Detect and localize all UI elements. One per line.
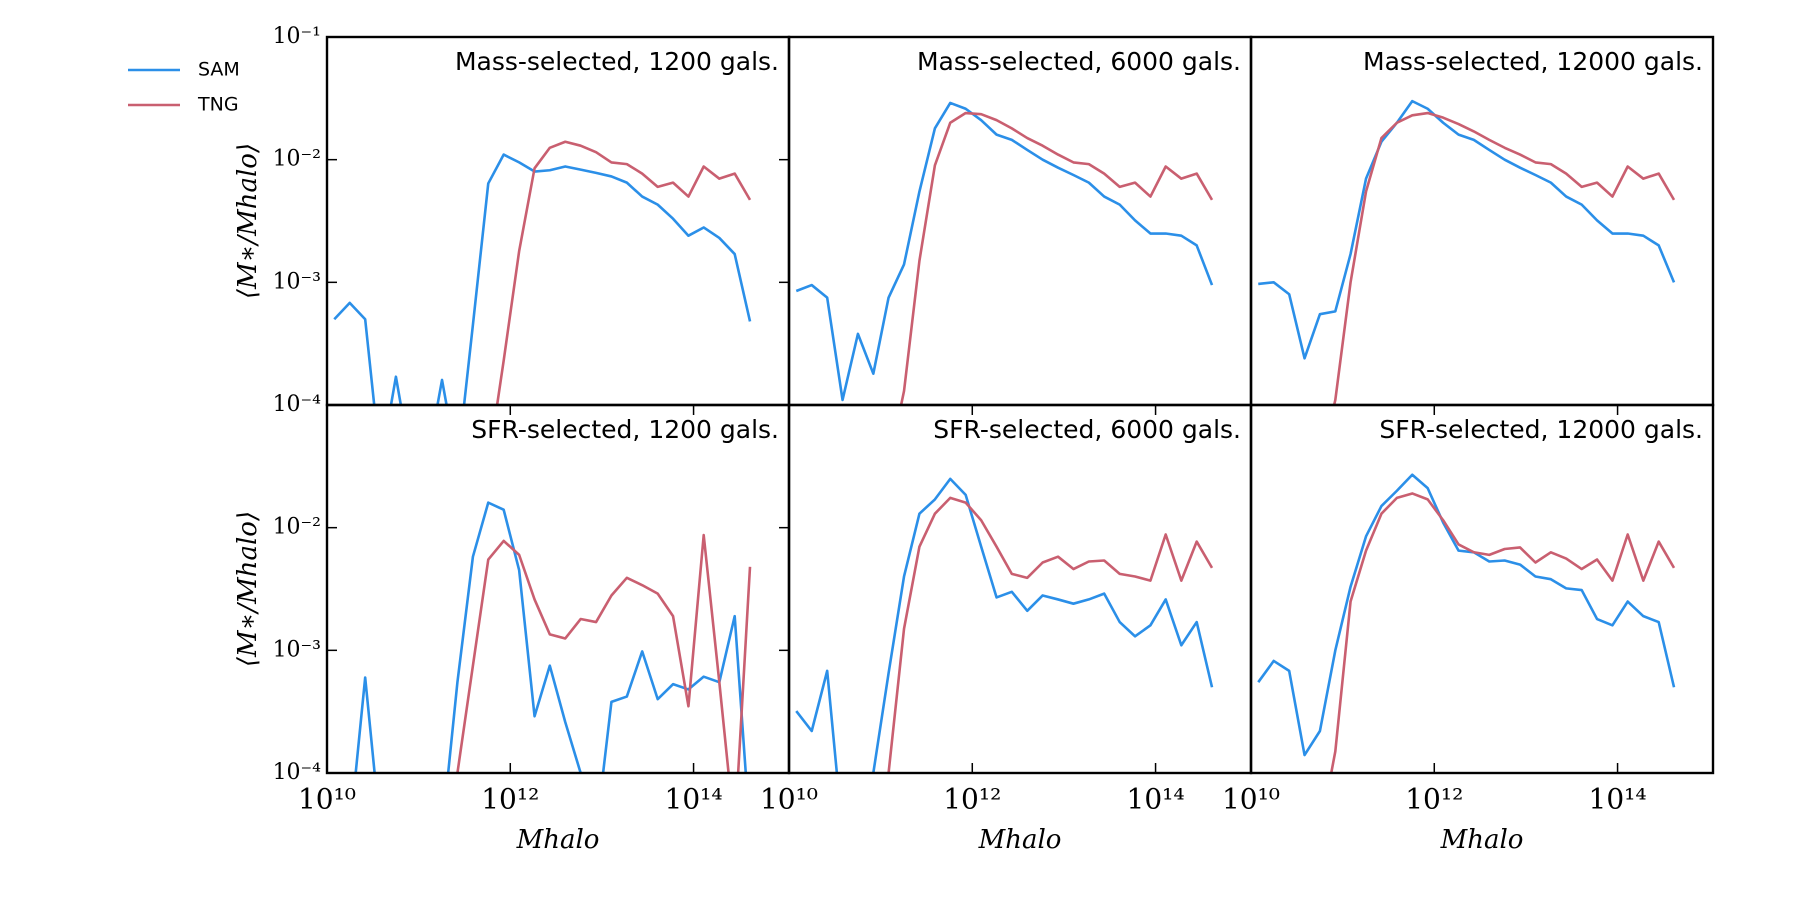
axes-frame (1249, 403, 1715, 775)
y-tick-label: 10⁻² (273, 515, 321, 540)
panel: 10⁻¹ 10⁻² 10⁻³ 10⁻⁴ Mass-selected, 1200 gals… (128, 24, 791, 417)
panel: Mass-selected, 6000 gals. (787, 35, 1253, 407)
x-tick-label: 10¹² (1405, 783, 1463, 816)
y-axis-label: ⟨M∗/Mhalo⟩ (233, 511, 263, 667)
panel: 10¹⁰ 10¹² 10¹⁴ SFR-selected, 6000 gals. Mhal… (760, 403, 1253, 855)
x-tick-label: 10¹⁰ (1222, 783, 1280, 816)
legend-label: TNG (197, 94, 239, 116)
y-tick-label: 10⁻² (273, 147, 321, 172)
x-tick-label: 10¹² (481, 783, 539, 816)
axes-frame (1249, 35, 1715, 407)
panel: Mass-selected, 12000 gals. (1249, 35, 1715, 407)
series-line (333, 153, 752, 405)
legend: SAM TNG (128, 59, 240, 116)
x-axis-label: Mhalo (1440, 825, 1524, 855)
x-tick-label: 10¹⁰ (298, 783, 356, 816)
series-line (887, 496, 1214, 773)
legend-label: SAM (198, 59, 240, 81)
x-axis-label: Mhalo (516, 825, 600, 855)
series-line (354, 501, 748, 773)
x-tick-label: 10¹⁴ (1589, 783, 1647, 816)
series-group (795, 477, 1214, 773)
panel-title: Mass-selected, 6000 gals. (917, 47, 1241, 76)
series-line (456, 533, 752, 773)
axes-frame (325, 35, 791, 407)
series-line (495, 140, 752, 405)
series-group (1258, 99, 1676, 405)
series-line (1329, 492, 1676, 773)
x-tick-label: 10¹⁴ (665, 783, 723, 816)
panel-title: SFR-selected, 6000 gals. (933, 415, 1241, 444)
panel-title: SFR-selected, 12000 gals. (1379, 415, 1703, 444)
x-tick-label: 10¹⁴ (1127, 783, 1185, 816)
series-group (333, 140, 752, 405)
series-group (354, 501, 752, 773)
panel-title: Mass-selected, 1200 gals. (455, 47, 779, 76)
y-axis-label: ⟨M∗/Mhalo⟩ (233, 143, 263, 299)
axes-frame (787, 35, 1253, 407)
series-line (1258, 99, 1676, 360)
x-tick-label: 10¹⁰ (760, 783, 818, 816)
series-line (899, 111, 1214, 405)
series-group (1257, 473, 1676, 773)
y-tick-label: 10⁻⁴ (273, 760, 322, 785)
axes-frame (325, 403, 791, 775)
y-tick-label: 10⁻³ (273, 269, 321, 294)
x-axis-label: Mhalo (978, 825, 1062, 855)
series-line (1332, 111, 1676, 405)
panel-title: SFR-selected, 1200 gals. (471, 415, 779, 444)
series-group (795, 101, 1214, 405)
axes-frame (787, 403, 1253, 775)
series-line (795, 101, 1214, 402)
series-line (795, 477, 1214, 773)
y-tick-label: 10⁻³ (273, 637, 321, 662)
x-tick-label: 10¹² (943, 783, 1001, 816)
panel-title: Mass-selected, 12000 gals. (1363, 47, 1703, 76)
panel: 10¹⁰ 10¹² 10¹⁴ SFR-selected, 12000 gals. Mha… (1222, 403, 1715, 855)
series-line (1257, 473, 1676, 757)
y-tick-label: 10⁻⁴ (273, 392, 322, 417)
y-tick-label: 10⁻¹ (273, 24, 321, 49)
